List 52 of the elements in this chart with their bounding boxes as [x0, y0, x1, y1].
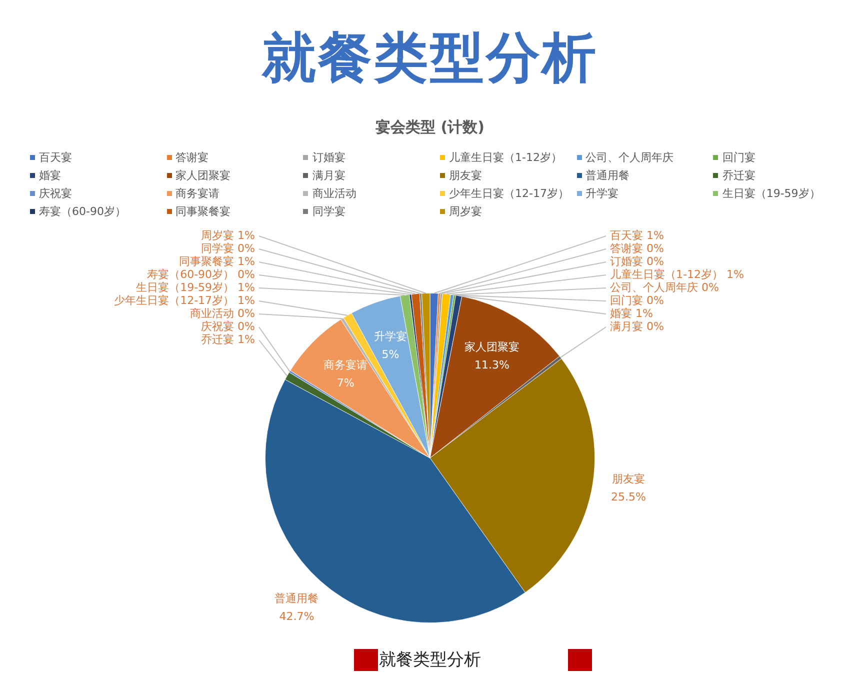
data-label: 5%	[382, 348, 400, 361]
legend-label: 公司、个人周年庆	[584, 150, 675, 165]
category-label: 少年生日宴（12-17岁） 1%	[114, 294, 255, 307]
legend-label: 商业活动	[311, 186, 358, 201]
category-label: 百天宴 1%	[610, 228, 664, 242]
legend-label: 普通用餐	[584, 168, 631, 183]
legend-label: 商务宴请	[174, 186, 221, 201]
category-label: 答谢宴 0%	[610, 242, 664, 255]
legend-label: 生日宴（19-59岁）	[721, 186, 822, 201]
slice-label: 升学宴	[374, 330, 408, 343]
legend-label: 订婚宴	[311, 150, 346, 165]
legend-label: 朋友宴	[448, 168, 483, 183]
legend-label: 家人团聚宴	[174, 168, 232, 183]
legend-label: 乔迁宴	[721, 168, 756, 183]
legend-label: 少年生日宴（12-17岁）	[448, 186, 570, 201]
legend-label: 百天宴	[38, 150, 73, 165]
legend-label: 周岁宴	[448, 204, 483, 219]
data-label: 7%	[336, 376, 354, 390]
chart-title: 就餐类型分析	[260, 25, 599, 91]
category-label: 寿宴（60-90岁） 0%	[147, 268, 255, 281]
legend-label: 升学宴	[584, 186, 620, 201]
text: 就餐类型分析	[378, 649, 482, 671]
category-label: 庆祝宴 0%	[201, 320, 255, 333]
category-label: 生日宴（19-59岁） 1%	[136, 280, 255, 294]
category-label: 周岁宴 1%	[201, 228, 255, 242]
data-label: 25.5%	[610, 490, 646, 504]
legend-label: 儿童生日宴（1-12岁）	[448, 150, 563, 165]
category-label: 回门宴 0%	[610, 294, 664, 307]
slice-label: 朋友宴	[612, 472, 645, 486]
category-label: 乔迁宴 1%	[201, 332, 255, 346]
category-label: 商业活动 0%	[190, 306, 255, 320]
legend-label: 满月宴	[311, 168, 346, 183]
legend-label: 同事聚餐宴	[174, 204, 232, 219]
category-label: 满月宴 0%	[610, 320, 664, 333]
category-label: 同事聚餐宴 1%	[179, 254, 255, 268]
slice-label: 商务宴请	[324, 358, 368, 372]
legend-label: 回门宴	[721, 150, 756, 165]
category-label: 公司、个人周年庆 0%	[610, 280, 719, 294]
legend-label: 同学宴	[311, 204, 346, 219]
legend-label: 答谢宴	[174, 150, 210, 165]
legend-label: 婚宴	[38, 168, 62, 183]
category-label: 婚宴 1%	[610, 306, 653, 320]
chart-subtitle: 宴会类型 (计数)	[374, 118, 486, 137]
slice-label: 家人团聚宴	[464, 340, 520, 354]
legend-label: 寿宴（60-90岁）	[38, 204, 127, 219]
data-label: 42.7%	[279, 610, 314, 624]
category-label: 同学宴 0%	[201, 242, 255, 255]
category-label: 订婚宴 0%	[610, 254, 664, 268]
data-label: 11.3%	[474, 358, 510, 372]
legend-label: 庆祝宴	[38, 186, 73, 201]
category-label: 儿童生日宴（1-12岁） 1%	[610, 268, 744, 281]
slice-label: 普通用餐	[274, 592, 319, 606]
